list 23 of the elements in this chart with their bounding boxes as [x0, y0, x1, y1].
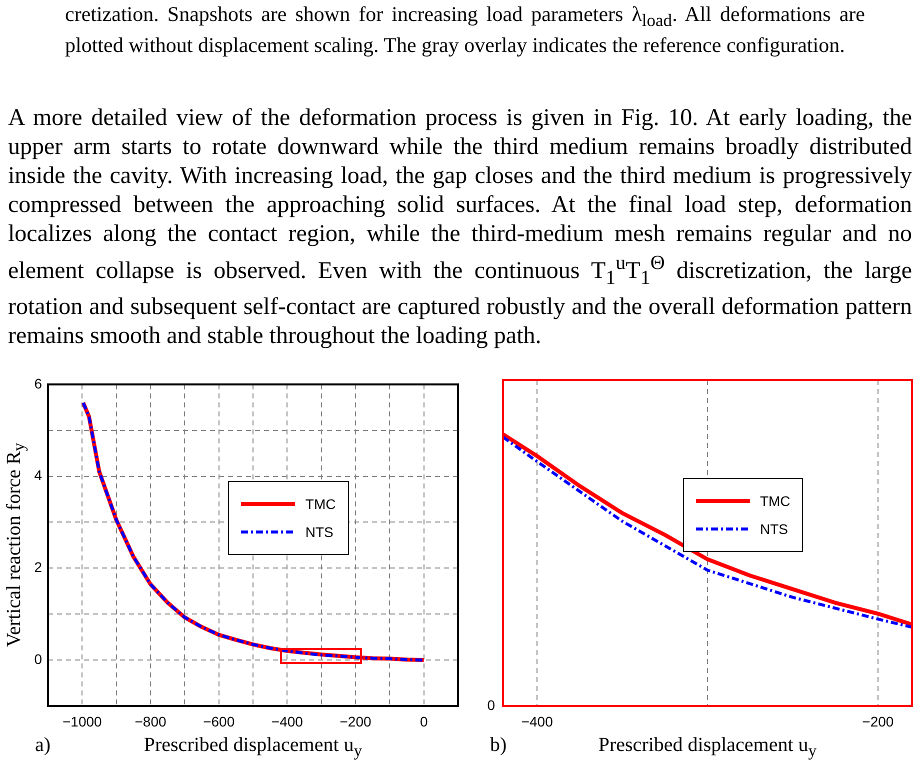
y-tick-label: 2 [34, 559, 42, 576]
legend-label: TMC [760, 492, 790, 509]
legend-label: NTS [305, 524, 334, 540]
y-tick-label: 0 [34, 650, 42, 667]
y-tick-label: 6 [34, 375, 42, 392]
x-tick-label: −200 [340, 713, 372, 730]
legend-label: NTS [760, 520, 788, 537]
text: b) [490, 734, 507, 757]
text: a) [35, 734, 51, 757]
x-tick-label: −200 [862, 713, 894, 730]
text: A more detailed view of the deformation process is given in Fig. 10. At early loading, the upper arm starts to rotate downward while the third medium remains broadly distributed inside the cavity. With increasing load, the gap closes and the third medium is progressively compressed between the approaching solid surfaces. At the final load step, deformation localizes along the contact region, while the third-medium mesh remains regular and no element collapse is observed. Even with the continuous T$_{1}$$^{u}$T$_{1}$$^{Θ}$ discretization, the large rotation and subsequent self-contact are captured robustly and the overall deformation pattern remains smooth and stable throughout the loading path. [8, 105, 912, 349]
x-tick-label: 0 [420, 713, 428, 730]
legend-label: TMC [305, 496, 336, 512]
x-tick-label: −400 [271, 713, 304, 730]
y-tick-label: 4 [34, 467, 42, 484]
x-tick-label: −600 [203, 713, 235, 730]
x-tick-label: −800 [134, 713, 166, 730]
x-axis-title: Prescribed displacement u$_{y}$ [144, 734, 362, 761]
x-tick-label: −400 [521, 713, 554, 730]
text: cretization. Snapshots are shown for increasing load parameters λ$_{load}$. All deformations are plotted without displacement scaling. The gray overlay indicates the reference configuration. [65, 2, 865, 58]
text: 0 [487, 696, 496, 713]
x-tick-label: −1000 [62, 713, 102, 730]
x-axis-title: Prescribed displacement u$_{y}$ [598, 734, 817, 761]
